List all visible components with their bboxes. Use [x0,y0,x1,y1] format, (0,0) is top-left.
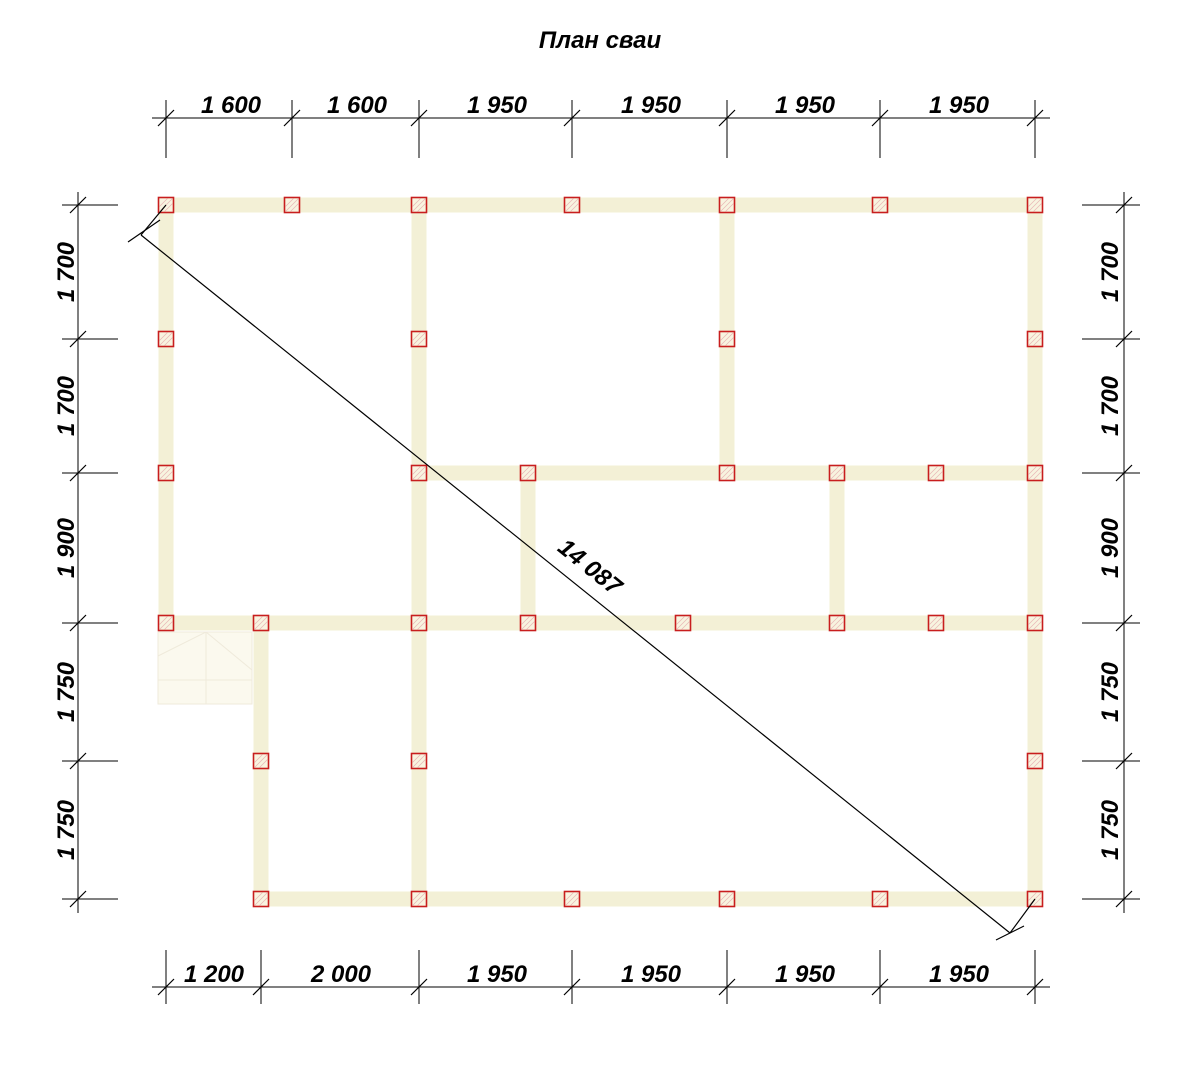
pile-25 [927,614,945,632]
pile-4 [563,196,581,214]
top-tick-4 [563,109,581,127]
right-dim-2: 1 700 [1097,375,1124,436]
top-tick-5 [718,109,736,127]
right-dimension-labels: 1 700 1 700 1 900 1 750 1 750 [1097,241,1124,860]
pile-5 [718,196,736,214]
left-dim-4: 1 750 [53,661,80,722]
left-tick-2 [69,330,87,348]
top-dim-1: 1 600 [201,92,262,119]
pile-6 [871,196,889,214]
bottom-tick-5 [718,978,736,996]
bottom-tick-1 [157,978,175,996]
top-dimension-labels: 1 600 1 600 1 950 1 950 1 950 1 950 [201,92,990,119]
right-tick-4 [1115,614,1133,632]
pile-18 [1026,464,1044,482]
foundation-strips [158,197,1043,907]
top-dim-2: 1 600 [327,92,388,119]
plan-title: План сваи [539,27,662,54]
pile-20 [252,614,270,632]
diagonal-line [140,234,1011,934]
pile-22 [519,614,537,632]
left-dimension-labels: 1 700 1 700 1 900 1 750 1 750 [53,241,80,860]
top-dim-3: 1 950 [467,92,528,119]
top-tick-6 [871,109,889,127]
top-tick-3 [410,109,428,127]
pile-21 [410,614,428,632]
dimension-ticks [62,100,1140,1004]
bottom-dim-4: 1 950 [621,961,682,988]
pile-26 [1026,614,1044,632]
top-dim-6: 1 950 [929,92,990,119]
bottom-dim-6: 1 950 [929,961,990,988]
diagonal-label: 14 087 [553,534,628,602]
pile-33 [718,890,736,908]
right-tick-3 [1115,464,1133,482]
right-dim-4: 1 750 [1097,661,1124,722]
pile-12 [157,464,175,482]
piles-group [157,196,1044,908]
right-dim-5: 1 750 [1097,799,1124,860]
bottom-dim-1: 1 200 [184,961,245,988]
right-tick-6 [1115,890,1133,908]
bottom-tick-4 [563,978,581,996]
pile-23 [674,614,692,632]
pile-30 [252,890,270,908]
left-tick-4 [69,614,87,632]
pile-16 [828,464,846,482]
bottom-tick-6 [871,978,889,996]
bottom-dim-5: 1 950 [775,961,836,988]
pile-15 [718,464,736,482]
pile-13 [410,464,428,482]
top-tick-1 [157,109,175,127]
left-tick-1 [69,196,87,214]
bottom-tick-2 [252,978,270,996]
dimension-chains [77,117,1125,988]
pile-19 [157,614,175,632]
pile-7 [1026,196,1044,214]
right-tick-2 [1115,330,1133,348]
right-tick-5 [1115,752,1133,770]
pile-9 [410,330,428,348]
left-tick-6 [69,890,87,908]
right-tick-1 [1115,196,1133,214]
pile-2 [283,196,301,214]
right-dim-3: 1 900 [1097,517,1124,578]
left-tick-3 [69,464,87,482]
stair-area [157,631,253,705]
top-tick-7 [1026,109,1044,127]
pile-32 [563,890,581,908]
left-tick-5 [69,752,87,770]
left-dim-1: 1 700 [53,241,80,302]
pile-34 [871,890,889,908]
top-dim-4: 1 950 [621,92,682,119]
pile-29 [1026,752,1044,770]
pile-14 [519,464,537,482]
right-dim-1: 1 700 [1097,241,1124,302]
pile-28 [410,752,428,770]
pile-24 [828,614,846,632]
left-dim-3: 1 900 [53,517,80,578]
bottom-tick-3 [410,978,428,996]
pile-17 [927,464,945,482]
top-tick-2 [283,109,301,127]
bottom-tick-7 [1026,978,1044,996]
pile-8 [157,330,175,348]
pile-31 [410,890,428,908]
top-dim-5: 1 950 [775,92,836,119]
pile-11 [1026,330,1044,348]
pile-27 [252,752,270,770]
pile-10 [718,330,736,348]
left-dim-5: 1 750 [53,799,80,860]
pile-3 [410,196,428,214]
left-dim-2: 1 700 [53,375,80,436]
bottom-dim-2: 2 000 [310,961,372,988]
bottom-dim-3: 1 950 [467,961,528,988]
bottom-dimension-labels: 1 200 2 000 1 950 1 950 1 950 1 950 [184,961,990,988]
